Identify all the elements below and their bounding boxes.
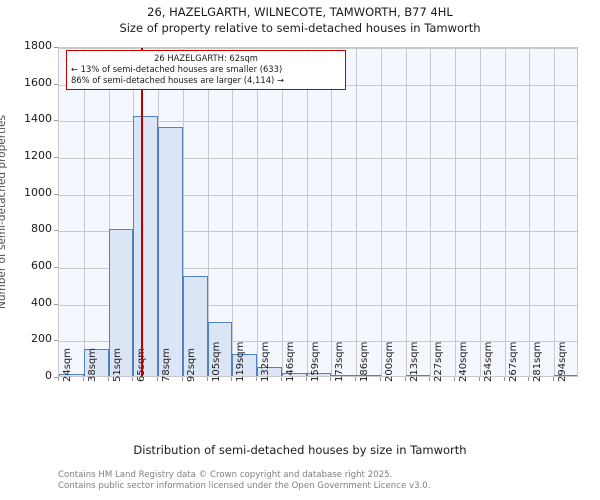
x-tick-label: 24sqm — [62, 347, 73, 382]
x-tick-label: 51sqm — [111, 347, 123, 382]
x-tick-mark — [231, 377, 233, 381]
gridline-vertical — [356, 48, 358, 376]
gridline-horizontal — [59, 341, 577, 343]
property-size-marker-line — [141, 48, 144, 376]
gridline-vertical — [182, 48, 184, 376]
bar — [133, 115, 159, 376]
gridline-vertical — [207, 48, 209, 376]
gridline-vertical — [331, 48, 333, 376]
bar — [158, 126, 183, 376]
gridline-horizontal — [59, 194, 577, 196]
bar — [207, 322, 233, 376]
bar — [232, 353, 258, 376]
bar — [257, 366, 282, 376]
x-tick-mark — [82, 377, 84, 381]
x-tick-mark — [157, 377, 159, 381]
gridline-vertical — [529, 48, 531, 376]
bar — [182, 276, 208, 376]
x-tick-mark — [330, 377, 332, 381]
x-tick-mark — [404, 377, 406, 381]
annotation-smaller-line: ← 13% of semi-detached houses are smalle… — [71, 64, 283, 74]
bar — [281, 372, 307, 376]
gridline-horizontal — [59, 158, 577, 159]
x-tick-label: 254sqm — [482, 341, 494, 382]
page-title: 26, HAZELGARTH, WILNECOTE, TAMWORTH, B77… — [147, 5, 453, 19]
footer-line-1: Contains HM Land Registry data © Crown c… — [58, 470, 393, 480]
gridline-horizontal — [59, 121, 577, 123]
gridline-vertical — [455, 48, 457, 376]
x-tick-mark — [379, 377, 381, 381]
x-tick-mark — [280, 377, 282, 381]
gridline-vertical — [281, 48, 283, 376]
bar — [405, 374, 431, 376]
plot-area — [58, 47, 578, 377]
x-tick-label: 213sqm — [408, 341, 420, 382]
x-tick-label: 105sqm — [210, 341, 222, 382]
gridline-horizontal — [59, 231, 577, 233]
x-tick-mark — [58, 377, 59, 381]
x-tick-mark — [181, 377, 183, 381]
x-tick-label: 119sqm — [235, 341, 247, 382]
gridline-vertical — [108, 48, 110, 376]
x-tick-label: 227sqm — [433, 341, 445, 382]
gridline-vertical — [232, 48, 234, 376]
bar — [554, 374, 577, 376]
x-tick-mark — [256, 377, 258, 381]
x-tick-label: 281sqm — [532, 341, 544, 382]
x-tick-mark — [355, 377, 357, 381]
x-tick-label: 267sqm — [507, 341, 519, 382]
x-tick-mark — [429, 377, 431, 381]
x-tick-mark — [107, 377, 109, 381]
annotation-heading: 26 HAZELGARTH: 62sqm — [154, 53, 258, 63]
gridline-vertical — [430, 48, 432, 376]
x-tick-label: 159sqm — [309, 341, 321, 382]
chart-subtitle: Size of property relative to semi-detach… — [119, 21, 481, 35]
x-tick-label: 173sqm — [334, 341, 346, 382]
x-tick-label: 78sqm — [161, 347, 173, 382]
x-tick-label: 132sqm — [260, 341, 272, 382]
footer-attribution: Contains HM Land Registry data © Crown c… — [58, 470, 598, 492]
x-tick-label: 38sqm — [86, 347, 98, 382]
chart-title-block: 26, HAZELGARTH, WILNECOTE, TAMWORTH, B77… — [0, 4, 600, 37]
gridline-vertical — [405, 48, 407, 376]
gridline-horizontal — [59, 304, 577, 306]
gridline-horizontal — [59, 48, 577, 49]
gridline-horizontal — [59, 268, 577, 269]
x-tick-label: 200sqm — [383, 341, 395, 382]
footer-line-2: Contains public sector information licen… — [58, 481, 431, 491]
bar — [59, 373, 84, 376]
property-annotation-box: 26 HAZELGARTH: 62sqm ← 13% of semi-detac… — [66, 50, 346, 90]
bar — [108, 229, 134, 376]
bar — [306, 373, 332, 376]
gridline-vertical — [504, 48, 506, 376]
x-tick-mark — [503, 377, 505, 381]
gridline-vertical — [83, 48, 85, 376]
gridline-vertical — [554, 48, 556, 376]
x-tick-label: 146sqm — [284, 341, 296, 382]
x-axis-title: Distribution of semi-detached houses by … — [133, 443, 467, 457]
gridline-vertical — [380, 48, 382, 376]
bar — [83, 349, 109, 376]
x-tick-mark — [454, 377, 456, 381]
x-tick-label: 294sqm — [557, 341, 569, 382]
bar — [331, 374, 357, 376]
x-tick-mark — [553, 377, 555, 381]
gridline-vertical — [306, 48, 308, 376]
x-tick-mark — [305, 377, 307, 381]
annotation-larger-line: 86% of semi-detached houses are larger (… — [71, 75, 284, 85]
gridline-vertical — [257, 48, 259, 376]
x-tick-label: 240sqm — [458, 341, 470, 382]
bar — [356, 374, 381, 376]
x-tick-mark — [478, 377, 480, 381]
x-tick-label: 92sqm — [185, 347, 197, 382]
x-tick-mark — [132, 377, 134, 381]
x-tick-mark — [206, 377, 208, 381]
x-tick-label: 186sqm — [359, 341, 371, 382]
x-tick-mark — [528, 377, 530, 381]
gridline-vertical — [479, 48, 481, 376]
